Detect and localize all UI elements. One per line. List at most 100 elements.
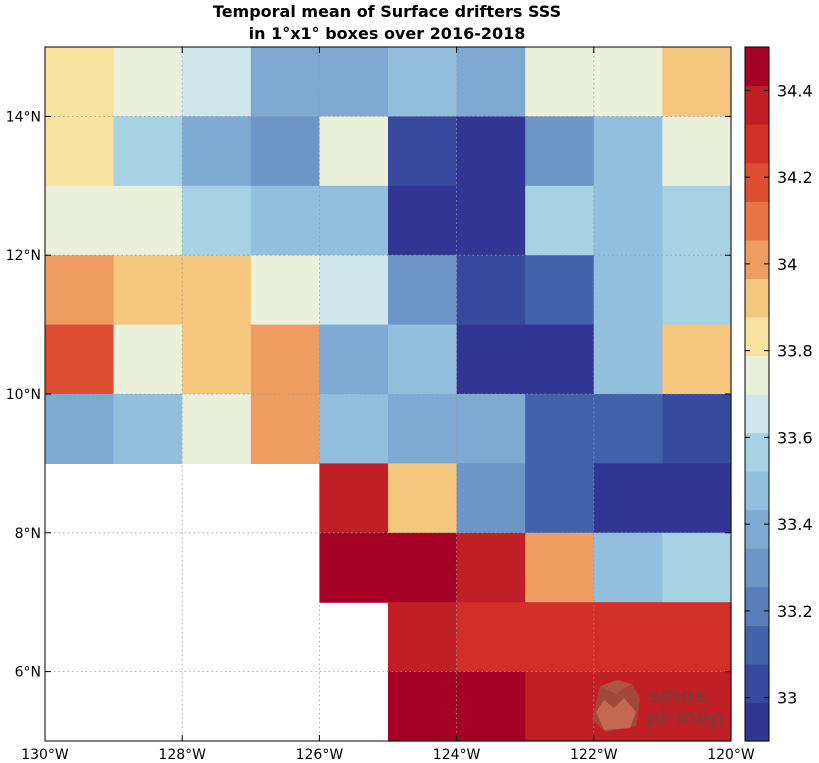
heatmap-cell (182, 185, 252, 256)
colorbar-swatch (745, 471, 769, 511)
y-tick-label: 14°N (6, 109, 41, 125)
y-tick-label: 6°N (15, 665, 41, 681)
heatmap-cell (662, 602, 732, 673)
heatmap-cell (662, 394, 732, 464)
heatmap-cell (388, 671, 458, 742)
heatmap-cell (662, 671, 732, 742)
heatmap-cell (456, 671, 526, 742)
colorbar-swatch (745, 316, 769, 357)
heatmap-cell (113, 185, 183, 256)
heatmap-cell (456, 532, 526, 603)
heatmap-cell (593, 116, 663, 187)
heatmap-cell (388, 602, 458, 673)
colorbar-swatch (745, 201, 769, 241)
colorbar-swatch (745, 702, 769, 742)
colorbar-swatch (745, 47, 769, 87)
colorbar-swatch (745, 239, 769, 279)
heatmap-cell (456, 602, 526, 673)
heatmap-cell (662, 185, 732, 256)
heatmap-cell (182, 394, 252, 464)
colorbar-tick-label: 33.8 (777, 342, 813, 361)
heatmap-cell (45, 185, 115, 256)
heatmap-cell (388, 185, 458, 256)
chart-title-line1: Temporal mean of Surface drifters SSS (213, 2, 561, 21)
heatmap-cells (45, 47, 732, 742)
heatmap-cell (593, 255, 663, 326)
heatmap-cell (456, 116, 526, 187)
heatmap-cell (456, 463, 526, 534)
heatmap-cell (593, 532, 663, 603)
colorbar-swatch (745, 394, 769, 434)
heatmap-cell (45, 394, 115, 464)
heatmap-cell (662, 532, 732, 603)
heatmap-cell (525, 324, 595, 395)
heatmap-cell (388, 116, 458, 187)
heatmap-cell (388, 394, 458, 464)
heatmap-cell (250, 185, 320, 256)
colorbar-tick-label: 33.6 (777, 428, 813, 447)
heatmap-cell (388, 463, 458, 534)
heatmap-cell (319, 47, 389, 117)
heatmap-cell (593, 324, 663, 395)
heatmap-cell (388, 255, 458, 326)
heatmap-cell (319, 255, 389, 326)
heatmap-cell (319, 532, 389, 603)
heatmap-cell (525, 255, 595, 326)
colorbar-axis: 33 33.2 33.4 33.6 33.8 34 34.2 34.4 (745, 81, 813, 708)
heatmap-cell (388, 324, 458, 395)
colorbar-swatch (745, 85, 769, 125)
heatmap-cell (525, 185, 595, 256)
heatmap-cell (45, 324, 115, 395)
heatmap-cell (182, 255, 252, 326)
heatmap-cell (113, 116, 183, 187)
y-axis: 6°N 8°N 10°N 12°N 14°N (6, 109, 731, 681)
heatmap-cell (525, 47, 595, 117)
heatmap-cell (250, 394, 320, 464)
y-tick-label: 10°N (6, 387, 41, 403)
heatmap-cell (593, 47, 663, 117)
watermark-line1: smos (648, 683, 706, 707)
x-tick-label: 128°W (158, 747, 206, 763)
colorbar-swatch (745, 355, 769, 395)
x-tick-label: 124°W (433, 747, 481, 763)
heatmap-cell (662, 47, 732, 117)
heatmap-cell (593, 185, 663, 256)
heatmap-cell (182, 324, 252, 395)
colorbar-tick-label: 34 (777, 255, 797, 274)
heatmap-cell (525, 532, 595, 603)
heatmap-cell (525, 671, 595, 742)
colorbar (745, 47, 769, 742)
heatmap-cell (456, 47, 526, 117)
colorbar-tick-label: 34.2 (777, 168, 813, 187)
heatmap-cell (45, 116, 115, 187)
heatmap-cell (662, 116, 732, 187)
colorbar-tick-label: 33.4 (777, 515, 813, 534)
heatmap-cell (388, 532, 458, 603)
colorbar-swatch (745, 586, 769, 626)
heatmap-cell (388, 47, 458, 117)
heatmap-cell (525, 116, 595, 187)
x-tick-label: 122°W (570, 747, 618, 763)
smos-pimep-watermark: smos pi-mep (592, 680, 724, 732)
heatmap-cell (525, 394, 595, 464)
heatmap-cell (45, 47, 115, 117)
colorbar-tick-label: 33 (777, 689, 797, 708)
heatmap-cell (456, 324, 526, 395)
colorbar-swatch (745, 124, 769, 164)
colorbar-tick-label: 33.2 (777, 602, 813, 621)
heatmap-cell (319, 463, 389, 534)
chart-title-line2: in 1°x1° boxes over 2016-2018 (249, 24, 526, 43)
grid-lines (45, 47, 731, 741)
x-tick-label: 120°W (707, 747, 755, 763)
x-tick-label: 126°W (296, 747, 344, 763)
heatmap-cell (250, 324, 320, 395)
heatmap-cell (250, 255, 320, 326)
heatmap-cell (319, 116, 389, 187)
heatmap-cell (593, 463, 663, 534)
heatmap-cell (113, 47, 183, 117)
smos-logo-icon (592, 680, 640, 732)
y-tick-label: 8°N (15, 526, 41, 542)
colorbar-swatch (745, 509, 769, 549)
heatmap-cell (319, 324, 389, 395)
